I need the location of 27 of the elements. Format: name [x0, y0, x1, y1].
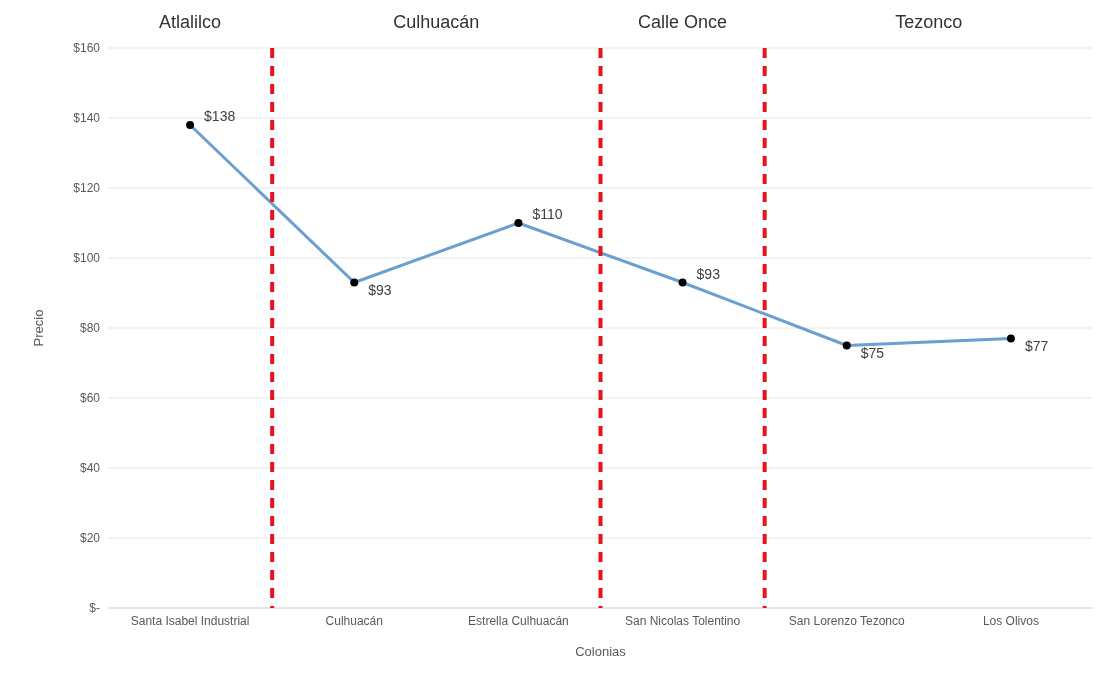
data-label: $110 — [532, 206, 563, 222]
data-label: $138 — [204, 108, 236, 124]
x-tick-label: Los Olivos — [982, 613, 1039, 628]
text: Tezonco — [894, 12, 964, 33]
x-tick-label: San Nicolas Tolentino — [624, 613, 741, 628]
x-tick-label: Santa Isabel Industrial — [130, 613, 250, 628]
x-tick-label: Estrella Culhuacán — [468, 613, 569, 628]
y-tick-label: $60 — [79, 391, 101, 406]
data-label: $77 — [1024, 337, 1049, 354]
y-tick-label: $40 — [79, 461, 101, 476]
y-tick-label: $80 — [79, 321, 101, 336]
y-axis-title: Precio — [30, 309, 46, 347]
data-label: $93 — [696, 265, 721, 282]
text: Calle Once — [637, 12, 729, 33]
x-axis-title: Colonias — [575, 644, 627, 659]
x-tick-label: Culhuacán — [325, 613, 383, 628]
text: Atlalilco — [158, 12, 223, 33]
y-tick-label: $100 — [73, 251, 101, 266]
y-tick-label: $160 — [73, 41, 101, 56]
data-label: $93 — [368, 281, 392, 298]
text: Culhuacán — [392, 12, 481, 33]
y-tick-label: $140 — [73, 111, 101, 126]
y-tick-label: $20 — [79, 531, 101, 546]
data-label: $75 — [860, 344, 885, 361]
y-tick-label: $120 — [73, 181, 101, 196]
y-tick-label: $- — [89, 601, 100, 616]
x-tick-label: San Lorenzo Tezonco — [788, 613, 905, 628]
